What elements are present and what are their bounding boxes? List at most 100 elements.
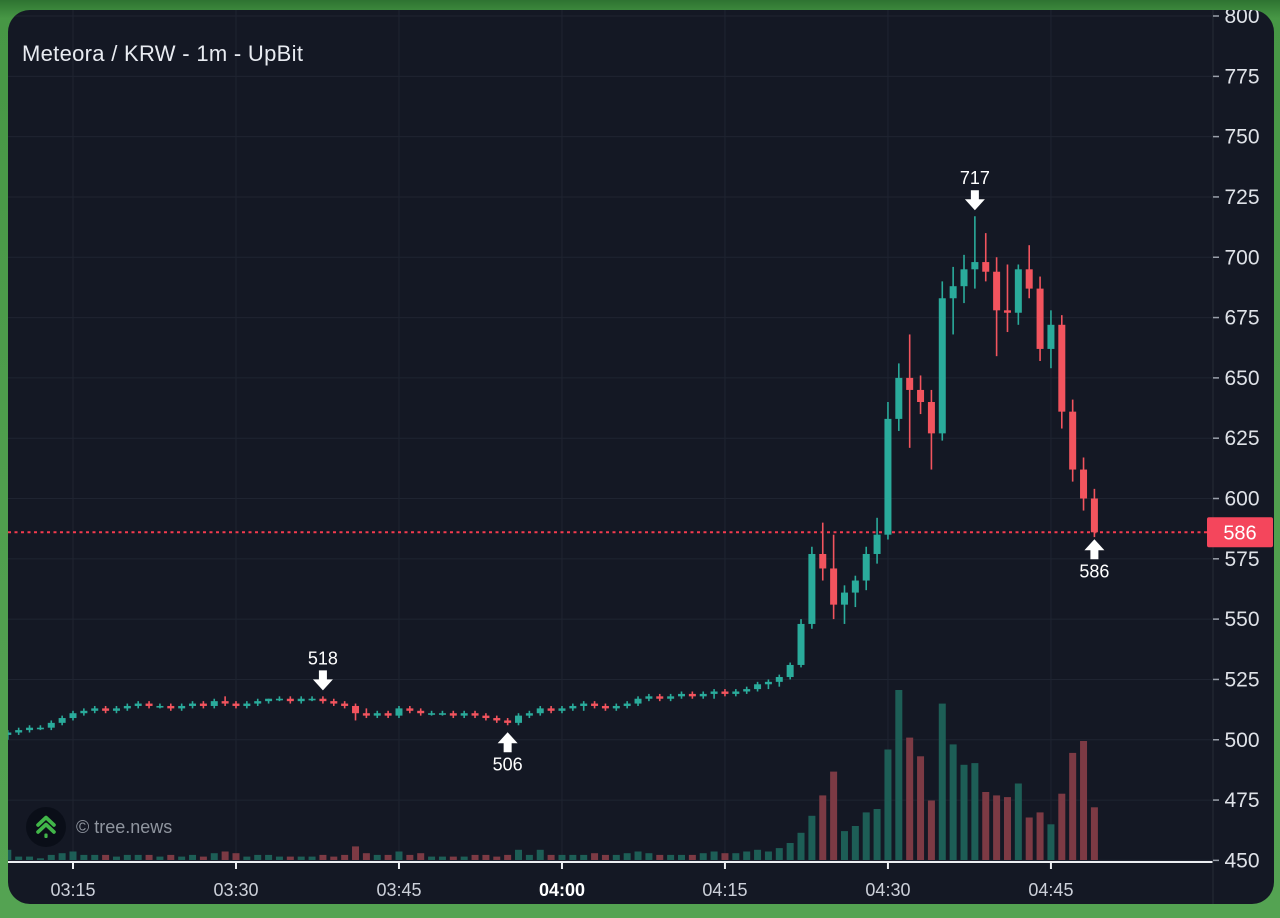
candle-body	[819, 553, 827, 569]
x-axis-label: 03:45	[376, 880, 421, 900]
candle-body	[254, 701, 262, 704]
candle-body	[1047, 324, 1055, 349]
candle-body	[862, 553, 870, 581]
grid-layer	[8, 10, 1213, 862]
candle-body	[286, 698, 294, 702]
candle	[221, 696, 229, 706]
volume-bar	[1080, 741, 1088, 860]
candle	[1069, 399, 1077, 482]
candle-body	[275, 698, 283, 701]
price-axis[interactable]: 800 775 750 725 700 675 650 625 600 575 550 525 500 4…	[1212, 10, 1260, 904]
candle	[189, 701, 197, 709]
candle-body	[91, 708, 99, 711]
chart-canvas[interactable]: 717 518 506 586 03:15 03:30 03:45 04:00 04:15 04:…	[8, 10, 1274, 904]
y-axis-label: 800	[1224, 10, 1259, 28]
candle	[167, 703, 175, 711]
candle	[558, 705, 566, 714]
y-axis-label: 550	[1224, 608, 1259, 631]
candle	[547, 705, 555, 714]
candle	[504, 718, 512, 726]
candle	[895, 363, 903, 431]
x-axis-label: 04:00	[539, 880, 585, 900]
candle-body	[69, 713, 77, 719]
volume-bar	[732, 853, 740, 860]
time-axis[interactable]: 03:15 03:30 03:45 04:00 04:15 04:30 04:45	[8, 861, 1213, 900]
candle-body	[699, 693, 707, 697]
candle	[406, 705, 414, 714]
volume-bar	[91, 854, 99, 860]
volume-bar	[254, 854, 262, 860]
volume-bar	[873, 809, 881, 860]
candle	[830, 534, 838, 620]
volume-bar	[960, 764, 968, 860]
volume-bar	[591, 853, 599, 860]
volume-bar	[949, 744, 957, 860]
watermark[interactable]: © tree.news	[26, 806, 172, 848]
volume-bar	[634, 851, 642, 860]
volume-bar	[15, 856, 23, 860]
volume-bar	[373, 854, 381, 860]
volume-bar	[1058, 793, 1066, 860]
candle	[764, 679, 772, 690]
candle-body	[515, 715, 523, 723]
candle	[1080, 457, 1088, 511]
candle-body	[265, 698, 273, 702]
candle-body	[558, 708, 566, 711]
candle-body	[1058, 324, 1066, 412]
candle	[308, 696, 316, 702]
candle	[134, 701, 142, 709]
candle	[732, 689, 740, 697]
last-price-badge-text: 586	[1223, 522, 1256, 544]
candle-body	[1090, 498, 1098, 533]
volume-bar	[1003, 797, 1011, 860]
candle	[808, 546, 816, 629]
volume-bar	[123, 854, 131, 860]
candle	[982, 233, 990, 282]
candle-body	[243, 703, 251, 706]
volume-bar	[26, 856, 34, 860]
volume-bar	[906, 737, 914, 860]
candle-body	[525, 713, 533, 716]
candle-body	[145, 703, 153, 706]
y-axis-label: 725	[1224, 186, 1259, 209]
candle-body	[993, 271, 1001, 311]
candle-body	[417, 710, 425, 714]
candle	[156, 703, 164, 709]
candle	[797, 619, 805, 668]
volume-bar	[308, 856, 316, 860]
candle-body	[167, 705, 175, 709]
candle	[960, 254, 968, 304]
candle	[862, 546, 870, 591]
volume-bar	[699, 853, 707, 860]
candle	[677, 691, 685, 699]
candle-body	[808, 553, 816, 624]
candle	[286, 696, 294, 704]
candle	[102, 705, 110, 714]
candle-body	[971, 262, 979, 270]
candle-body	[36, 727, 44, 730]
volume-bar	[438, 856, 446, 860]
candle	[373, 710, 381, 719]
y-axis-label: 675	[1224, 307, 1259, 330]
candle	[460, 710, 468, 719]
candle	[873, 517, 881, 564]
candle-body	[373, 713, 381, 716]
volume-bar	[221, 851, 229, 860]
volume-bar	[319, 854, 327, 860]
candle	[265, 698, 273, 704]
candle-body	[15, 730, 23, 733]
candle	[210, 698, 218, 709]
volume-bar	[743, 851, 751, 860]
y-axis-label: 500	[1224, 729, 1259, 752]
candle	[601, 703, 609, 711]
candle-body	[851, 580, 859, 593]
x-axis-label: 04:30	[865, 880, 910, 900]
volume-bar	[134, 854, 142, 860]
volume-bar	[243, 856, 251, 860]
candle	[243, 701, 251, 709]
candle	[591, 701, 599, 709]
candle	[1014, 264, 1022, 325]
candle	[993, 257, 1001, 357]
candle-body	[1036, 288, 1044, 349]
x-axis-label: 03:30	[213, 880, 258, 900]
